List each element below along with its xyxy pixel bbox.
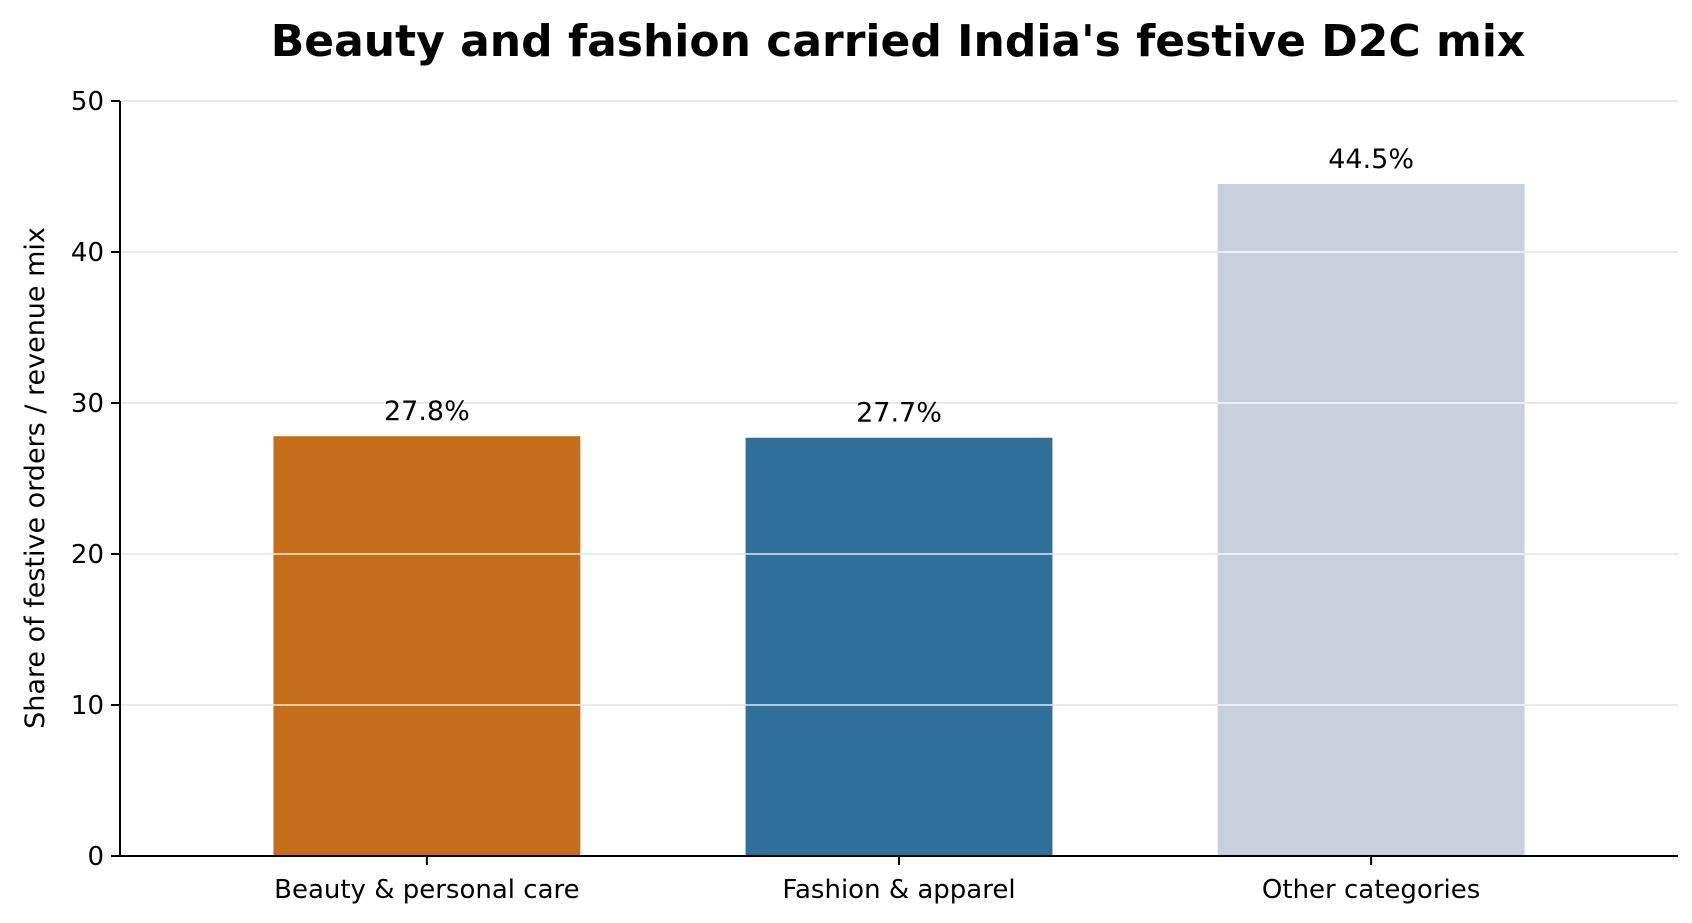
x-tick-label-2: Other categories [1262,875,1480,905]
data-labels: 27.8% 27.7% 44.5% [384,144,1414,429]
bars [273,184,1525,857]
y-tick-label-3: 30 [71,389,104,419]
y-tick-label-5: 50 [71,87,104,117]
data-label-0: 27.8% [384,396,470,427]
gridlines-over-bars [273,251,1525,706]
data-label-1: 27.7% [856,398,942,429]
y-tick-label-4: 40 [71,238,104,268]
bar-0 [273,436,581,856]
y-axis-label: Share of festive orders / revenue mix [20,227,51,729]
data-label-2: 44.5% [1328,144,1414,175]
y-tick-label-0: 0 [87,842,104,872]
axes: 0 10 20 30 40 50 Beauty & personal care Fashion… [71,87,1678,905]
y-tick-label-1: 10 [71,691,104,721]
chart-title: Beauty and fashion carried India's festi… [271,16,1526,67]
bar-2 [1217,184,1525,857]
y-tick-label-2: 20 [71,540,104,570]
x-tick-label-1: Fashion & apparel [782,875,1015,905]
x-tick-label-0: Beauty & personal care [274,875,580,905]
bar-1 [745,437,1053,856]
